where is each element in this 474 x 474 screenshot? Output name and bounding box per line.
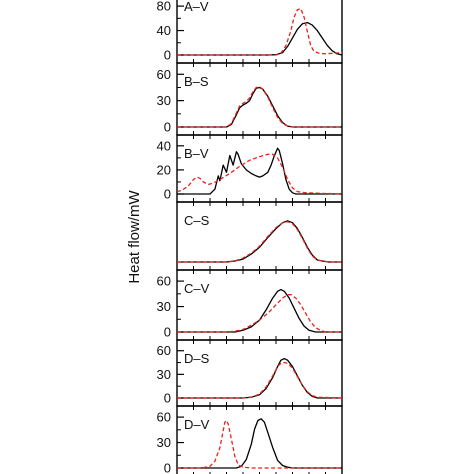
panel-6: 0 30 60 D–S [157, 339, 343, 407]
y-tick-label: 30 [157, 435, 171, 450]
panel-label: C–S [184, 213, 210, 228]
series-line-solid [177, 418, 342, 469]
panel-label: C–V [184, 281, 210, 296]
series-line-dashed [177, 294, 342, 333]
panel-1: 0 40 80 A–V [157, 0, 343, 64]
panel-5: 0 30 60 C–V [157, 269, 343, 341]
series-line-solid [177, 86, 342, 128]
y-tick-label: 0 [164, 120, 171, 135]
panel-label: B–V [184, 146, 209, 161]
y-tick-label: 0 [164, 461, 171, 474]
series-line-solid [177, 288, 342, 333]
y-tick-label: 0 [164, 187, 171, 202]
panel-label: D–V [184, 417, 210, 432]
y-tick-label: 80 [157, 0, 171, 14]
series-line-dashed [177, 361, 343, 399]
y-tick-label: 0 [164, 325, 171, 340]
series-line-solid [177, 21, 343, 56]
y-tick-label: 0 [164, 391, 171, 406]
series-line-dashed [176, 153, 343, 195]
panel-3: 0 20 40 B–V [157, 134, 343, 203]
panel-4: C–S [176, 201, 343, 271]
y-tick-label: 60 [157, 67, 171, 82]
y-tick-label: 0 [164, 48, 171, 63]
y-axis-label: Heat flow/mW [126, 189, 143, 283]
y-tick-label: 60 [157, 410, 171, 425]
y-tick-label: 60 [157, 343, 171, 358]
panels-group: 0 40 80 A–V 0 30 60 B–S 0 20 40 B–V C–S 0 30 60 C–V 0 30 60… [157, 0, 343, 474]
y-tick-label: 30 [157, 367, 171, 382]
y-tick-label: 30 [157, 299, 171, 314]
series-line-dashed [177, 419, 342, 469]
series-line-dashed [177, 85, 342, 128]
series-line-solid [177, 220, 342, 263]
y-tick-label: 30 [157, 93, 171, 108]
panel-2: 0 30 60 B–S [157, 62, 343, 136]
y-tick-label: 60 [157, 274, 171, 289]
series-line-dashed [177, 7, 343, 56]
panel-label: B–S [184, 74, 209, 89]
y-tick-label: 20 [157, 162, 171, 177]
series-line-dashed [177, 221, 342, 263]
panel-frame [176, 339, 343, 407]
panel-7: 0 30 60 D–V [157, 405, 343, 474]
panel-label: A–V [184, 0, 209, 14]
panel-label: D–S [184, 351, 210, 366]
y-tick-label: 40 [157, 138, 171, 153]
y-tick-label: 40 [157, 23, 171, 38]
